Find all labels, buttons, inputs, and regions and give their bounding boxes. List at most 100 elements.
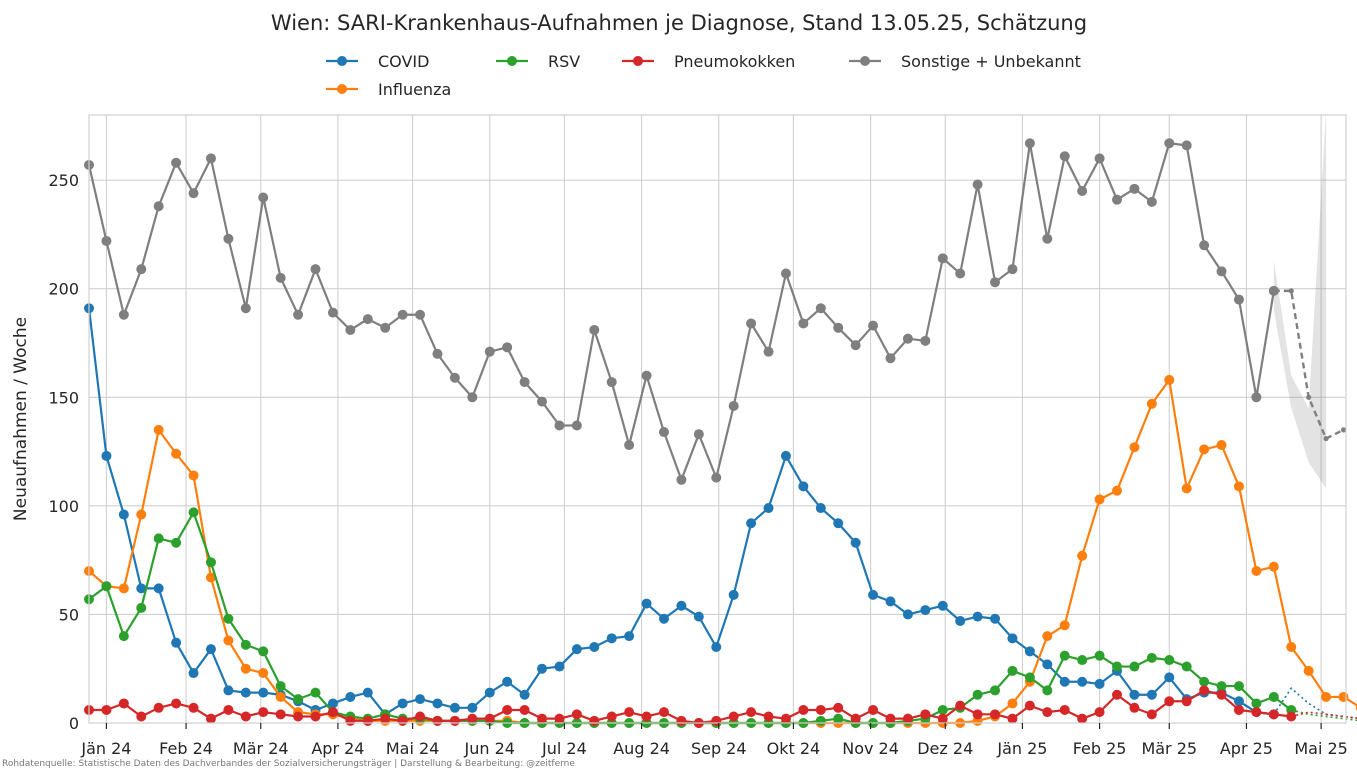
pneumokokken-data-point xyxy=(1251,707,1262,718)
rsv-data-point xyxy=(1216,681,1227,692)
covid-data-point xyxy=(362,687,373,698)
covid-data-point xyxy=(571,644,582,655)
sonstige-unbekannt-data-point xyxy=(955,268,966,279)
sonstige-unbekannt-data-point xyxy=(868,320,879,331)
pneumokokken-data-point xyxy=(868,704,879,715)
influenza-data-point xyxy=(1303,665,1314,676)
pneumokokken-data-point xyxy=(902,713,913,724)
influenza-series-line xyxy=(88,378,1357,725)
covid-data-point xyxy=(449,702,460,713)
covid-data-point xyxy=(885,596,896,607)
pneumokokken-data-point xyxy=(101,704,112,715)
sonstige-unbekannt-data-point xyxy=(780,268,791,279)
rsv-data-point xyxy=(1181,661,1192,672)
legend-item: RSV xyxy=(496,52,580,71)
sonstige-unbekannt-data-point xyxy=(1007,264,1018,275)
sonstige-unbekannt-data-point xyxy=(920,335,931,346)
covid-data-point xyxy=(972,611,983,622)
covid-data-point xyxy=(868,589,879,600)
pneumokokken-data-point xyxy=(432,715,443,726)
rsv-data-point xyxy=(1146,652,1157,663)
sonstige-unbekannt-estimate-point xyxy=(1340,427,1347,433)
sonstige-unbekannt-data-point xyxy=(467,392,478,403)
credit-text: Rohdatenquelle: Statistische Daten des D… xyxy=(2,759,575,769)
sonstige-unbekannt-data-point xyxy=(1042,233,1053,244)
sonstige-unbekannt-data-point xyxy=(327,307,338,318)
pneumokokken-data-point xyxy=(275,709,286,720)
sonstige-unbekannt-data-point xyxy=(711,472,722,483)
sonstige-unbekannt-data-point xyxy=(449,372,460,383)
pneumokokken-data-point xyxy=(362,715,373,726)
x-tick-label: Feb 25 xyxy=(1073,739,1127,758)
x-tick-label: Okt 24 xyxy=(767,739,821,758)
pneumokokken-data-point xyxy=(1059,704,1070,715)
pneumokokken-data-point xyxy=(293,711,304,722)
influenza-data-point xyxy=(1199,444,1210,455)
sonstige-unbekannt-data-point xyxy=(728,400,739,411)
covid-data-point xyxy=(171,637,182,648)
y-tick-label: 0 xyxy=(69,714,79,733)
pneumokokken-data-point xyxy=(955,700,966,711)
influenza-data-point xyxy=(205,572,216,583)
rsv-data-point xyxy=(1233,681,1244,692)
sonstige-unbekannt-data-point xyxy=(1216,266,1227,277)
sonstige-unbekannt-data-point xyxy=(833,322,844,333)
covid-data-point xyxy=(624,631,635,642)
influenza-data-point xyxy=(275,691,286,702)
pneumokokken-data-point xyxy=(380,713,391,724)
pneumokokken-data-point xyxy=(1077,713,1088,724)
covid-data-point xyxy=(937,600,948,611)
rsv-data-point xyxy=(293,694,304,705)
pneumokokken-data-point xyxy=(1112,689,1123,700)
pneumokokken-data-point xyxy=(1094,707,1105,718)
influenza-data-point xyxy=(1059,620,1070,631)
covid-data-point xyxy=(188,668,199,679)
influenza-data-point xyxy=(153,424,164,435)
pneumokokken-data-point xyxy=(118,698,129,709)
covid-data-point xyxy=(118,509,129,520)
x-tick-label: Jän 25 xyxy=(996,739,1047,758)
pneumokokken-data-point xyxy=(972,709,983,720)
sonstige-unbekannt-data-point xyxy=(1146,196,1157,207)
uncertainty-bands xyxy=(1273,110,1327,489)
pneumokokken-data-point xyxy=(240,711,251,722)
legend-marker xyxy=(860,56,870,66)
pneumokokken-data-point xyxy=(519,704,530,715)
pneumokokken-data-point xyxy=(711,715,722,726)
influenza-data-point xyxy=(1181,483,1192,494)
y-tick-label: 250 xyxy=(48,171,79,190)
sonstige-unbekannt-data-point xyxy=(205,153,216,164)
covid-data-point xyxy=(519,689,530,700)
covid-data-point xyxy=(1077,676,1088,687)
rsv-data-point xyxy=(240,639,251,650)
rsv-data-point xyxy=(1251,698,1262,709)
legend-item: Pneumokokken xyxy=(622,52,795,71)
pneumokokken-data-point xyxy=(554,713,565,724)
influenza-data-point xyxy=(1094,494,1105,505)
sonstige-unbekannt-data-point xyxy=(746,318,757,329)
covid-data-point xyxy=(1042,659,1053,670)
covid-data-point xyxy=(327,698,338,709)
pneumokokken-data-point xyxy=(746,707,757,718)
rsv-data-point xyxy=(1077,655,1088,666)
rsv-data-point xyxy=(258,646,269,657)
pneumokokken-data-point xyxy=(798,704,809,715)
covid-data-point xyxy=(205,644,216,655)
rsv-data-point xyxy=(815,715,826,726)
x-tick-label: Jun 24 xyxy=(464,739,515,758)
sonstige-unbekannt-data-point xyxy=(258,192,269,203)
pneumokokken-data-point xyxy=(1042,707,1053,718)
sonstige-unbekannt-data-point xyxy=(850,340,861,351)
y-axis-label: Neuaufnahmen / Woche xyxy=(11,317,31,521)
sonstige-unbekannt-data-point xyxy=(136,264,147,275)
sonstige-unbekannt-data-point xyxy=(990,277,1001,288)
pneumokokken-data-point xyxy=(397,715,408,726)
covid-data-point xyxy=(676,600,687,611)
sonstige-unbekannt-data-point xyxy=(763,346,774,357)
sonstige-unbekannt-data-point xyxy=(693,429,704,440)
sonstige-unbekannt-data-point xyxy=(624,440,635,451)
rsv-data-point xyxy=(1268,691,1279,702)
covid-data-point xyxy=(850,537,861,548)
covid-data-point xyxy=(502,676,513,687)
pneumokokken-data-point xyxy=(624,707,635,718)
